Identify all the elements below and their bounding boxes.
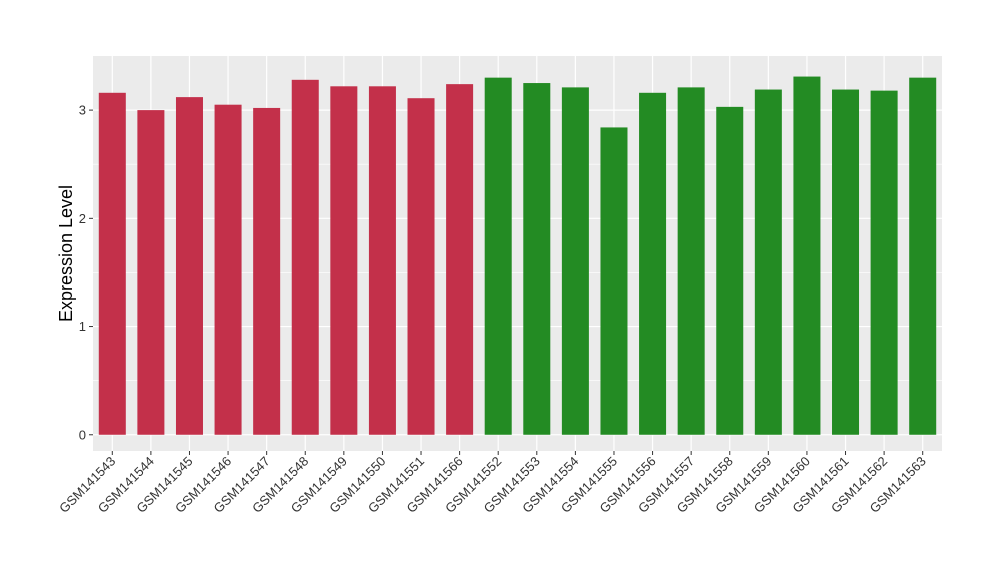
bar-GSM141546 — [214, 104, 242, 435]
bar-GSM141560 — [793, 76, 821, 435]
y-tick-label: 2 — [79, 211, 86, 226]
bar-GSM141561 — [832, 89, 860, 435]
bar-GSM141549 — [330, 86, 358, 435]
bar-GSM141544 — [137, 110, 165, 435]
bar-GSM141556 — [639, 92, 667, 435]
y-tick-label: 1 — [79, 319, 86, 334]
bar-GSM141547 — [253, 107, 281, 435]
bar-GSM141566 — [446, 84, 474, 435]
x-axis: GSM141543GSM141544GSM141545GSM141546GSM1… — [56, 451, 929, 516]
bar-GSM141563 — [909, 77, 937, 435]
bars — [98, 76, 937, 435]
bar-GSM141543 — [98, 92, 126, 435]
bar-GSM141553 — [523, 83, 551, 435]
y-axis-title: Expression Level — [56, 185, 76, 322]
bar-GSM141557 — [677, 87, 705, 435]
y-axis: 0 1 2 3 — [79, 103, 93, 442]
bar-GSM141558 — [716, 106, 744, 435]
bar-GSM141559 — [754, 89, 782, 435]
bar-GSM141545 — [175, 97, 203, 435]
y-tick-label: 0 — [79, 427, 86, 442]
bar-GSM141554 — [561, 87, 589, 435]
bar-GSM141562 — [870, 90, 898, 435]
bar-GSM141552 — [484, 77, 512, 435]
y-tick-label: 3 — [79, 103, 86, 118]
bar-GSM141551 — [407, 98, 435, 435]
bar-GSM141555 — [600, 127, 628, 435]
bar-GSM141550 — [368, 86, 396, 435]
bar-GSM141548 — [291, 79, 319, 435]
